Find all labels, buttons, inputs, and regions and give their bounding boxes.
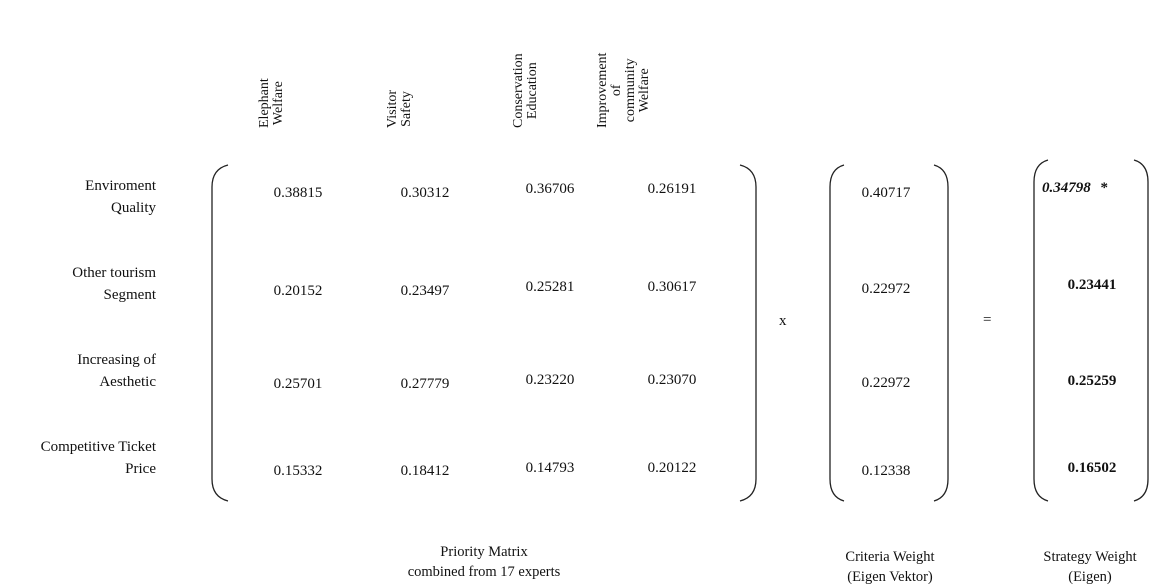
criteria-weight-cell: 0.22972	[861, 281, 911, 297]
priority-matrix-right-bracket	[739, 164, 757, 502]
strategy-weight-cell: 0.25259	[1067, 373, 1117, 389]
strategy-weight-caption: Strategy Weight (Eigen)	[1043, 549, 1137, 585]
matrix-cell: 0.20152	[273, 283, 323, 299]
matrix-cell: 0.38815	[273, 185, 323, 201]
matrix-cell: 0.14793	[525, 460, 575, 476]
multiply-operator: x	[779, 313, 787, 329]
row-label-increasing-aesthetic: Increasing of Aesthetic	[77, 352, 156, 390]
criteria-vector-left-bracket	[829, 164, 845, 502]
equals-operator: =	[983, 312, 992, 328]
matrix-cell: 0.27779	[400, 376, 450, 392]
criteria-weight-cell: 0.22972	[861, 375, 911, 391]
criteria-weight-cell: 0.12338	[861, 463, 911, 479]
row-label-competitive-ticket-price: Competitive Ticket Price	[40, 439, 156, 477]
matrix-cell: 0.15332	[273, 463, 323, 479]
row-label-environment-quality: Enviroment Quality	[85, 178, 156, 216]
asterisk-mark: *	[1100, 180, 1109, 196]
matrix-cell: 0.25281	[525, 279, 575, 295]
matrix-cell: 0.26191	[647, 181, 697, 197]
matrix-cell: 0.30312	[400, 185, 450, 201]
priority-matrix-left-bracket	[211, 164, 229, 502]
matrix-cell: 0.23497	[400, 283, 450, 299]
row-label-other-tourism-segment: Other tourism Segment	[72, 265, 156, 303]
priority-matrix-caption: Priority Matrix combined from 17 experts	[407, 544, 561, 580]
matrix-cell: 0.18412	[400, 463, 450, 479]
strategy-weight-cell-top: 0.34798 *	[1042, 180, 1109, 196]
criteria-weight-caption: Criteria Weight (Eigen Vektor)	[845, 549, 935, 585]
matrix-cell: 0.20122	[647, 460, 697, 476]
matrix-cell: 0.25701	[273, 376, 323, 392]
criteria-weight-cell: 0.40717	[861, 185, 911, 201]
matrix-cell: 0.36706	[525, 181, 575, 197]
strategy-vector-left-bracket	[1033, 159, 1049, 502]
strategy-vector-right-bracket	[1133, 159, 1149, 502]
matrix-cell: 0.30617	[647, 279, 697, 295]
matrix-cell: 0.23070	[647, 372, 697, 388]
matrix-cell: 0.23220	[525, 372, 575, 388]
criteria-vector-right-bracket	[933, 164, 949, 502]
strategy-weight-cell: 0.16502	[1067, 460, 1117, 476]
strategy-weight-cell: 0.23441	[1067, 277, 1117, 293]
